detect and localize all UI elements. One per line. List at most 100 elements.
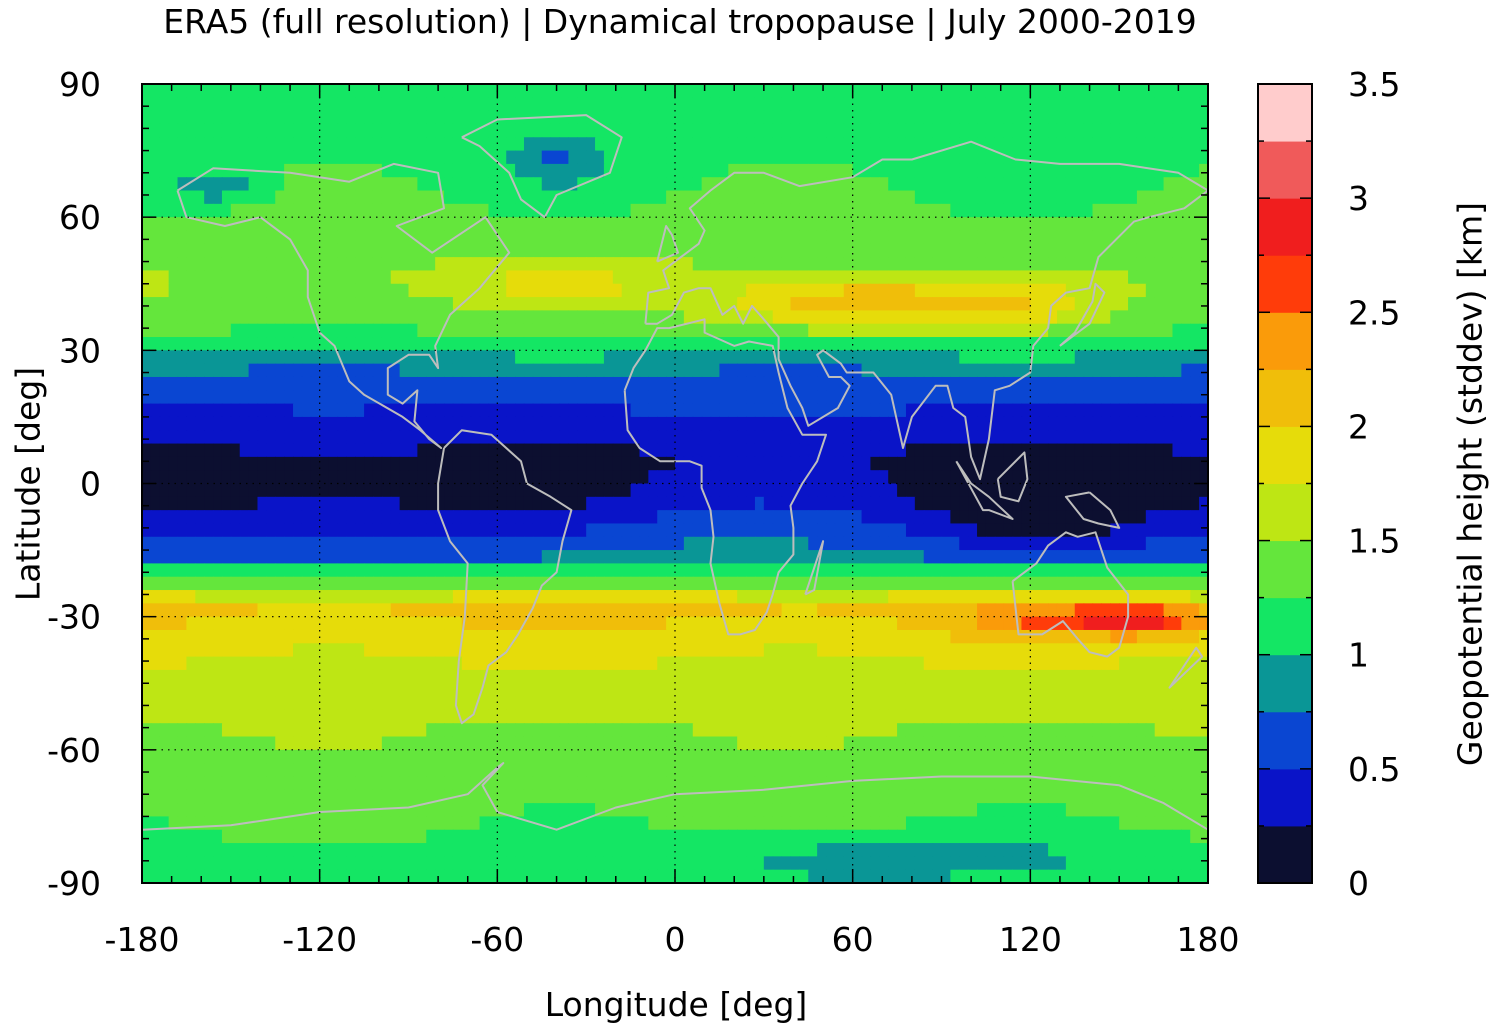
heatmap-cell xyxy=(923,84,934,98)
heatmap-cell xyxy=(337,456,347,471)
heatmap-cell xyxy=(870,137,880,152)
heatmap-cell xyxy=(1145,163,1156,178)
heatmap-cell xyxy=(1056,590,1067,604)
heatmap-cell xyxy=(230,496,241,511)
heatmap-cell xyxy=(1199,137,1209,152)
heatmap-cell xyxy=(799,390,809,405)
heatmap-cell xyxy=(932,416,943,431)
heatmap-cell xyxy=(763,203,774,218)
heatmap-cell xyxy=(639,84,649,98)
heatmap-cell xyxy=(390,84,401,98)
heatmap-cell xyxy=(1145,496,1156,511)
heatmap-cell xyxy=(550,563,561,578)
heatmap-cell xyxy=(790,310,800,325)
heatmap-cell xyxy=(195,363,205,378)
heatmap-cell xyxy=(1074,123,1085,138)
heatmap-cell xyxy=(728,470,738,485)
heatmap-cell xyxy=(550,550,561,564)
heatmap-cell xyxy=(914,283,925,298)
heatmap-cell xyxy=(737,150,747,165)
heatmap-cell xyxy=(195,523,205,538)
heatmap-cell xyxy=(293,550,303,564)
heatmap-cell xyxy=(381,257,392,272)
heatmap-cell xyxy=(870,510,880,525)
heatmap-cell xyxy=(506,510,516,525)
heatmap-cell xyxy=(577,550,587,564)
heatmap-cell xyxy=(914,470,925,485)
heatmap-cell xyxy=(1074,230,1085,245)
heatmap-cell xyxy=(150,629,161,644)
heatmap-cell xyxy=(1163,230,1174,245)
heatmap-cell xyxy=(1039,576,1049,591)
heatmap-cell xyxy=(692,603,703,618)
heatmap-cell xyxy=(612,390,623,405)
heatmap-cell xyxy=(985,430,996,445)
heatmap-cell xyxy=(1136,283,1147,298)
heatmap-cell xyxy=(852,350,863,365)
heatmap-cell xyxy=(1181,297,1191,311)
heatmap-cell xyxy=(639,243,649,258)
heatmap-cell xyxy=(1003,550,1014,564)
heatmap-cell xyxy=(1199,110,1209,125)
heatmap-cell xyxy=(1074,443,1085,458)
heatmap-cell xyxy=(852,323,863,338)
heatmap-cell xyxy=(843,363,854,378)
heatmap-cell xyxy=(1003,430,1014,445)
heatmap-cell xyxy=(150,350,161,365)
heatmap-cell xyxy=(1039,550,1049,564)
heatmap-cell xyxy=(772,443,783,458)
heatmap-cell xyxy=(870,230,880,245)
heatmap-cell xyxy=(497,257,507,272)
heatmap-cell xyxy=(630,496,641,511)
heatmap-cell xyxy=(834,350,845,365)
heatmap-cell xyxy=(515,203,525,218)
heatmap-cell xyxy=(1074,376,1085,391)
heatmap-cell xyxy=(834,243,845,258)
heatmap-cell xyxy=(977,523,987,538)
heatmap-cell xyxy=(826,616,836,631)
heatmap-cell xyxy=(301,403,312,418)
heatmap-cell xyxy=(1190,603,1200,618)
heatmap-cell xyxy=(1119,243,1129,258)
heatmap-cell xyxy=(1074,510,1085,525)
heatmap-cell xyxy=(586,430,596,445)
heatmap-cell xyxy=(204,470,214,485)
heatmap-cell xyxy=(532,310,543,325)
heatmap-cell xyxy=(195,297,205,311)
heatmap-cell xyxy=(461,470,472,485)
heatmap-cell xyxy=(284,217,294,232)
heatmap-cell xyxy=(497,616,507,631)
heatmap-cell xyxy=(675,137,685,152)
heatmap-cell xyxy=(1181,430,1191,445)
heatmap-cell xyxy=(977,163,987,178)
heatmap-cell xyxy=(452,177,463,192)
heatmap-cell xyxy=(337,297,347,311)
heatmap-cell xyxy=(408,203,418,218)
heatmap-cell xyxy=(763,163,774,178)
heatmap-cell xyxy=(204,123,214,138)
heatmap-cell xyxy=(239,257,250,272)
heatmap-cell xyxy=(426,376,436,391)
heatmap-cell xyxy=(879,337,889,351)
heatmap-cell xyxy=(550,270,561,285)
heatmap-cell xyxy=(408,576,418,591)
heatmap-cell xyxy=(932,123,943,138)
heatmap-cell xyxy=(204,443,214,458)
heatmap-cell xyxy=(337,443,347,458)
heatmap-cell xyxy=(1039,270,1049,285)
heatmap-cell xyxy=(950,603,960,618)
heatmap-cell xyxy=(150,576,161,591)
heatmap-cell xyxy=(479,390,490,405)
heatmap-cell xyxy=(195,230,205,245)
heatmap-cell xyxy=(523,470,534,485)
heatmap-cell xyxy=(834,283,845,298)
heatmap-cell xyxy=(221,150,232,165)
heatmap-cell xyxy=(284,297,294,311)
heatmap-cell xyxy=(328,217,339,232)
heatmap-cell xyxy=(1065,563,1076,578)
heatmap-cell xyxy=(905,590,916,604)
heatmap-cell xyxy=(1056,536,1067,551)
heatmap-cell xyxy=(843,84,854,98)
heatmap-cell xyxy=(1074,203,1085,218)
heatmap-cell xyxy=(648,190,658,205)
